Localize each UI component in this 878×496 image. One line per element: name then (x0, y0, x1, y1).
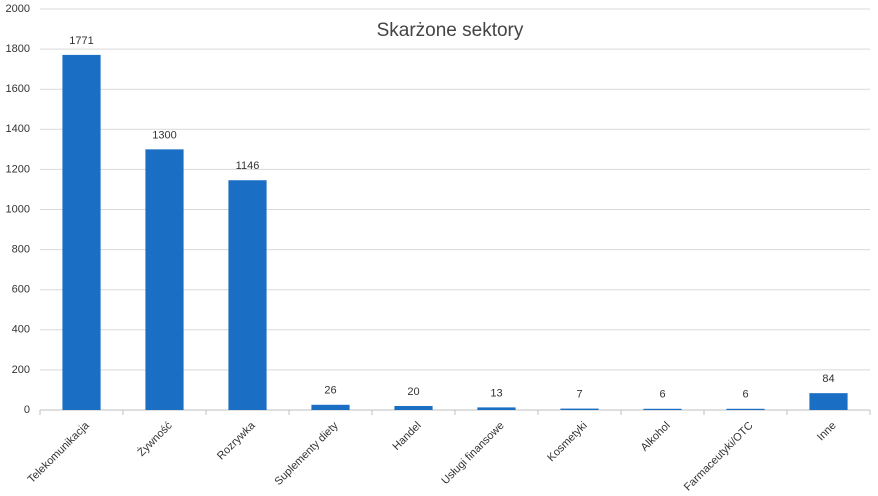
x-tick-label: Telekomunikacja (26, 419, 93, 486)
bar (311, 404, 350, 410)
bar (62, 54, 101, 411)
bar (477, 407, 516, 410)
data-label: 1771 (69, 35, 93, 47)
y-tick-label: 0 (24, 404, 30, 416)
bar (726, 408, 765, 410)
x-tick-label: Kosmetyki (545, 420, 589, 464)
data-label: 13 (490, 387, 502, 399)
y-tick-label: 1400 (6, 123, 30, 135)
x-tick-label: Rozrywka (215, 419, 258, 462)
data-label: 1146 (236, 160, 260, 172)
y-tick-label: 1200 (6, 163, 30, 175)
data-label: 26 (324, 385, 336, 397)
data-label: 6 (742, 389, 748, 401)
y-tick-label: 1600 (6, 83, 30, 95)
x-tick-label: Alkohol (639, 420, 673, 454)
x-tick-label: Farmaceutyki/OTC (682, 420, 756, 494)
bar (145, 149, 184, 410)
y-tick-label: 1000 (6, 203, 30, 215)
bar (394, 405, 433, 410)
x-tick-label: Usługi finansowe (439, 420, 506, 487)
bar (643, 408, 682, 410)
chart-title: Skarżone sektory (377, 20, 524, 41)
y-tick-label: 200 (12, 364, 30, 376)
y-tick-label: 800 (12, 244, 30, 256)
y-tick-label: 400 (12, 324, 30, 336)
data-label: 7 (576, 389, 582, 401)
data-label: 1300 (152, 129, 176, 141)
x-tick-label: Inne (815, 420, 839, 444)
data-label: 20 (407, 386, 419, 398)
bar (809, 393, 848, 410)
x-tick-label: Handel (391, 420, 424, 453)
y-tick-label: 1800 (6, 43, 30, 55)
bar (560, 408, 599, 410)
data-label: 84 (822, 373, 834, 385)
x-tick-label: Żywność (135, 419, 175, 459)
y-tick-label: 2000 (6, 3, 30, 15)
x-tick-label: Suplementy diety (273, 419, 342, 488)
bar (228, 180, 267, 410)
y-tick-label: 600 (12, 284, 30, 296)
data-label: 6 (659, 389, 665, 401)
